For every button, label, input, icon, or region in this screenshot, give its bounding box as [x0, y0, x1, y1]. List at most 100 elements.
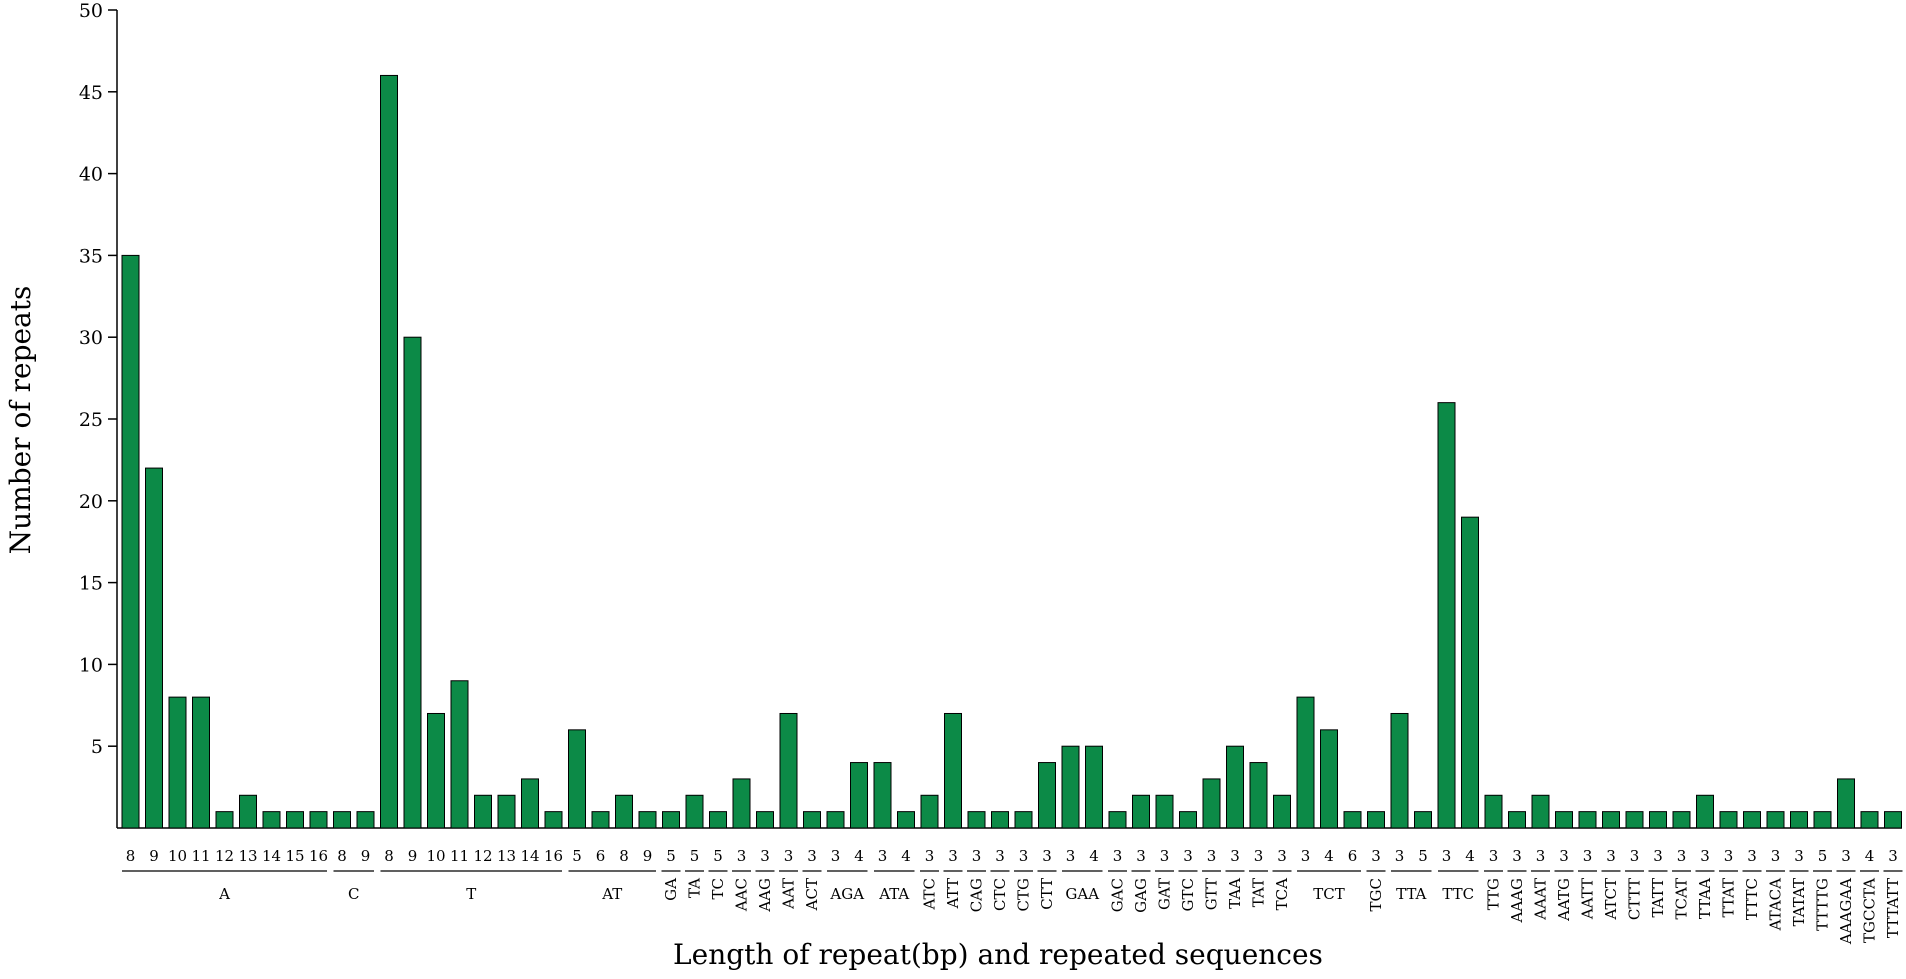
bar: [826, 811, 845, 829]
group-label: A: [218, 885, 230, 903]
bar: [1249, 762, 1268, 829]
x-tick-label: 3: [1724, 847, 1734, 865]
bar: [1320, 729, 1338, 829]
x-tick-label: 5: [1818, 847, 1828, 865]
bar: [685, 794, 704, 829]
x-tick-label: 3: [972, 847, 982, 865]
bar: [145, 467, 163, 829]
group-label: C: [348, 885, 359, 903]
x-tick-label: 6: [1348, 847, 1358, 865]
x-tick-label: 3: [1606, 847, 1616, 865]
bar: [967, 811, 986, 829]
x-axis-title: Length of repeat(bp) and repeated sequen…: [673, 938, 1323, 971]
group-label: CTTT: [1626, 878, 1644, 920]
bar: [756, 811, 774, 829]
group-label: AT: [601, 885, 622, 903]
group-label: ACT: [803, 878, 821, 911]
group-label: TCT: [1313, 885, 1345, 903]
bar: [1343, 811, 1362, 829]
x-tick-label: 3: [1630, 847, 1640, 865]
y-tick-label: 5: [91, 736, 103, 758]
bar: [403, 336, 422, 829]
bar: [1132, 794, 1150, 829]
bar: [1367, 811, 1385, 829]
x-tick-label: 16: [544, 847, 563, 865]
bar: [1625, 811, 1644, 829]
bar: [121, 254, 140, 829]
x-tick-label: 14: [520, 847, 539, 865]
bar: [1837, 778, 1855, 829]
x-tick-label: 3: [1395, 847, 1405, 865]
bar: [1085, 745, 1103, 829]
x-tick-label: 4: [854, 847, 864, 865]
x-tick-label: 8: [126, 847, 136, 865]
bar: [380, 74, 398, 829]
group-label: ATCT: [1602, 878, 1620, 921]
y-tick-label: 25: [79, 409, 103, 431]
bar: [1226, 745, 1244, 829]
x-tick-labels: 8 9 10 11 12 13 14 15 16 8 9 8 9 10 11 12 13 14 16 5 6 8 9 5 5 5 3…: [126, 847, 1898, 865]
x-tick-label: 11: [450, 847, 469, 865]
y-axis-title: Number of repeats: [4, 286, 37, 555]
x-tick-label: 3: [1160, 847, 1170, 865]
y-tick-label: 20: [79, 491, 103, 513]
x-tick-label: 3: [1019, 847, 1029, 865]
group-label: GA: [662, 878, 680, 901]
x-tick-label: 3: [737, 847, 747, 865]
bar: [333, 811, 351, 829]
bar: [944, 712, 962, 829]
x-tick-label: 3: [831, 847, 841, 865]
bar: [1578, 811, 1597, 829]
x-tick-label: 12: [215, 847, 234, 865]
y-tick-label: 30: [79, 327, 103, 349]
bar: [168, 696, 187, 829]
y-tick-label: 15: [79, 573, 103, 595]
bar: [356, 811, 375, 829]
group-label: TGC: [1367, 878, 1385, 911]
bar: [662, 811, 680, 829]
bar: [991, 811, 1009, 829]
x-tick-label: 3: [1794, 847, 1804, 865]
x-tick-label: 3: [1489, 847, 1499, 865]
group-label: TC: [709, 878, 727, 899]
x-tick-label: 4: [1865, 847, 1875, 865]
x-tick-label: 3: [1254, 847, 1264, 865]
bar: [1649, 811, 1667, 829]
bar: [1273, 794, 1291, 829]
y-tick-label: 40: [79, 164, 103, 186]
x-tick-label: 8: [337, 847, 347, 865]
group-label: TTG: [1485, 878, 1503, 910]
x-tick-label: 5: [572, 847, 582, 865]
y-tick-label: 50: [79, 0, 103, 22]
x-tick-label: 3: [1700, 847, 1710, 865]
group-label: AAC: [733, 878, 751, 912]
group-label: TAT: [1250, 878, 1268, 907]
bar: [521, 778, 539, 829]
x-tick-label: 14: [262, 847, 281, 865]
bar: [427, 712, 445, 829]
x-tick-label: 3: [878, 847, 888, 865]
group-label: AAAT: [1532, 878, 1550, 921]
x-tick-label: 3: [784, 847, 794, 865]
bar: [1437, 402, 1456, 829]
x-tick-label: 3: [760, 847, 770, 865]
group-label: ATT: [944, 878, 962, 909]
group-label: GAA: [1065, 885, 1099, 903]
x-tick-label: 3: [807, 847, 817, 865]
group-label: AATT: [1579, 878, 1597, 920]
bar: [1672, 811, 1691, 829]
group-label: TTC: [1442, 885, 1474, 903]
group-label: ATACA: [1767, 878, 1785, 932]
x-tick-label: 3: [925, 847, 935, 865]
y-tick-label: 45: [79, 82, 103, 104]
bar: [286, 811, 304, 829]
bar: [1484, 794, 1503, 829]
group-label: AAG: [756, 878, 774, 913]
x-tick-label: 3: [1113, 847, 1123, 865]
group-label: CTC: [991, 878, 1009, 911]
x-tick-label: 3: [1371, 847, 1381, 865]
x-tick-label: 3: [1583, 847, 1593, 865]
x-tick-label: 3: [1136, 847, 1146, 865]
